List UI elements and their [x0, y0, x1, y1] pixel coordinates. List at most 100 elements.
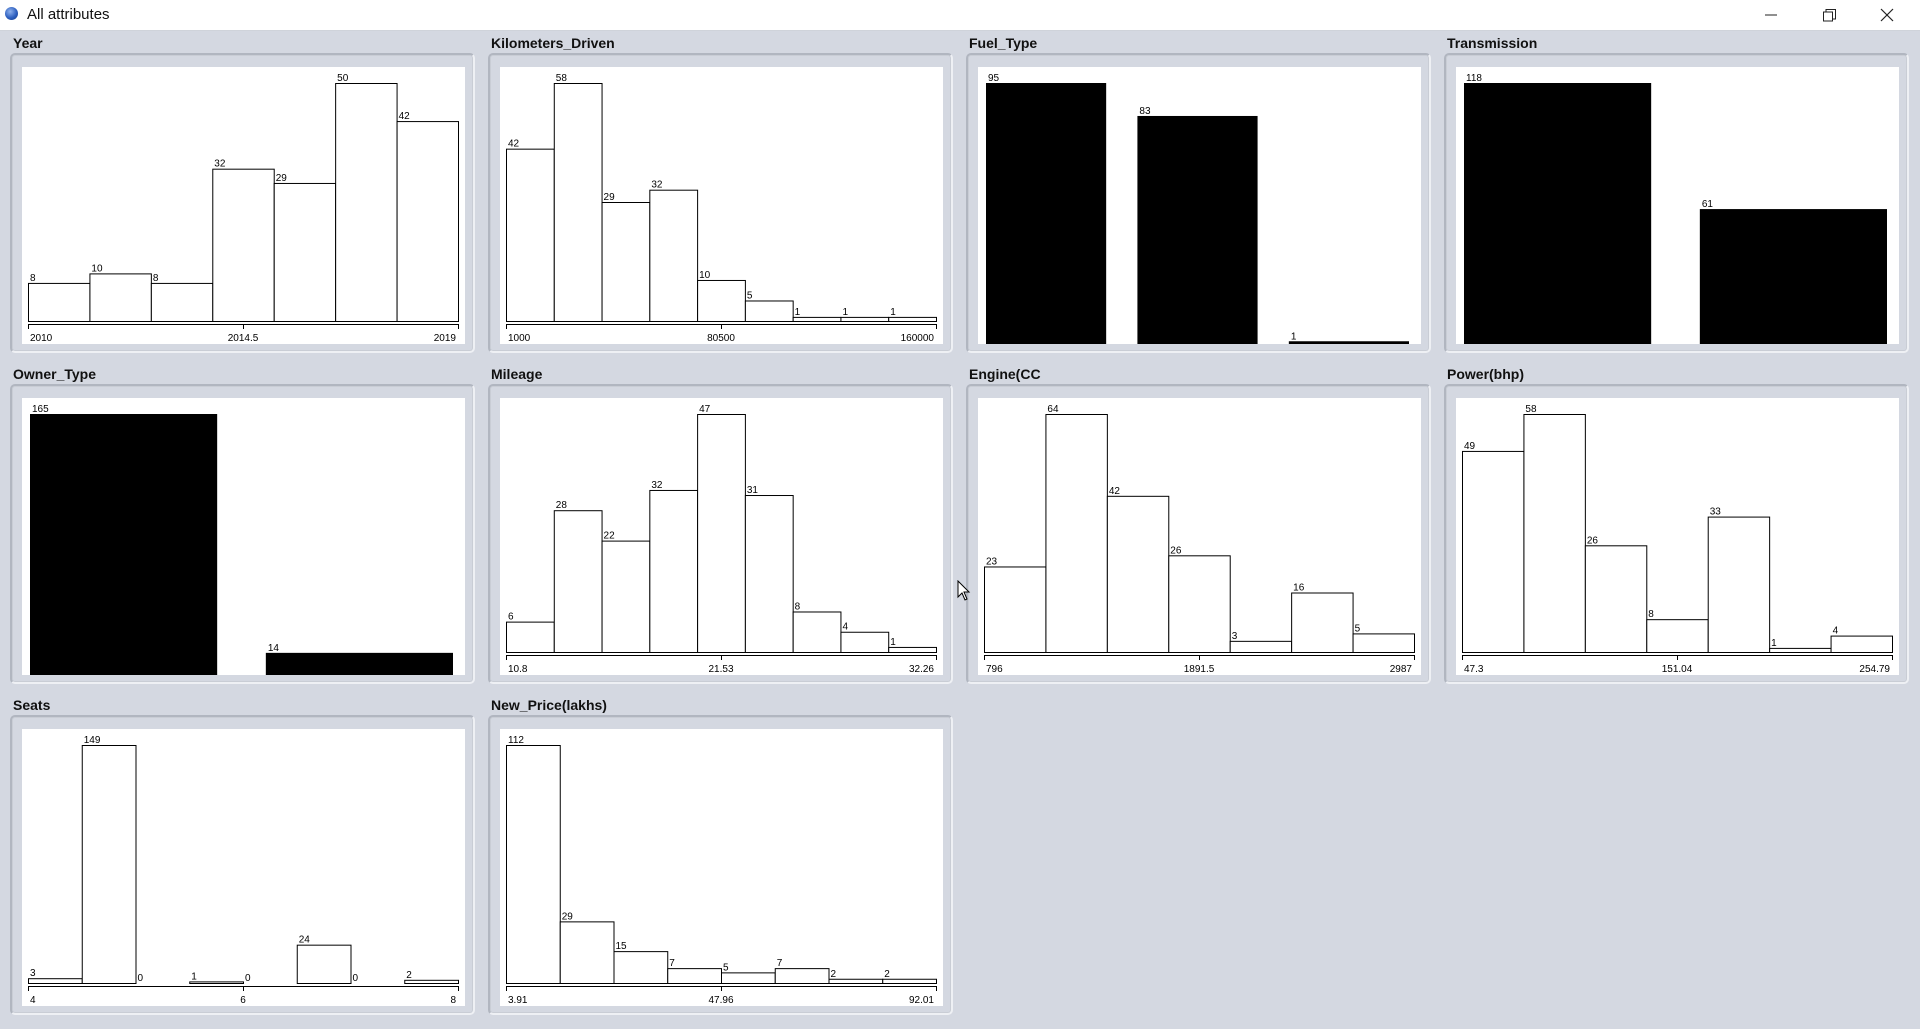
histogram-bar	[721, 972, 776, 984]
histogram-bar	[89, 273, 152, 322]
histogram-bar	[984, 566, 1047, 653]
panel-frame	[966, 384, 1431, 684]
chart-year: 8 10 8 32 29 50 42 2010 2014.5 2019	[22, 67, 465, 344]
histogram-bar	[744, 495, 794, 654]
bar-count-label: 1	[795, 307, 801, 318]
chart-owner-type: 165 14	[22, 398, 465, 675]
histogram-bar	[774, 968, 830, 984]
bar-count-label: 32	[651, 480, 663, 491]
histogram-bar	[1106, 495, 1170, 653]
chart-engine: 23 64 42 26 3 16 5 796 1891.5 2987	[978, 398, 1421, 675]
histogram-bar	[1830, 635, 1894, 654]
panel-frame	[488, 715, 953, 1015]
bar-count-label: 47	[699, 404, 711, 415]
bar-count-label: 10	[91, 263, 103, 274]
bar-count-label: 32	[651, 180, 663, 191]
histogram-bar	[273, 182, 337, 322]
histogram-bar	[888, 316, 938, 322]
histogram-bar	[404, 979, 459, 985]
bar-count-label: 1	[890, 637, 896, 648]
chart-svg: 165 14	[30, 404, 453, 675]
panel-title: Engine(CC	[969, 366, 1041, 382]
bar-count-label: 2	[884, 969, 890, 980]
histogram-bar	[559, 921, 615, 984]
panel-frame	[966, 53, 1431, 353]
x-tick-label: 2019	[434, 333, 457, 344]
bar-count-label: 1	[1771, 638, 1777, 649]
panel-transmission: Transmission 118 61	[1444, 33, 1909, 353]
x-tick-label: 80500	[707, 333, 735, 344]
x-tick-label: 1891.5	[1184, 664, 1215, 675]
x-tick-label: 47.96	[708, 995, 733, 1006]
bar-count-label: 1	[842, 307, 848, 318]
x-tick-label: 92.01	[909, 995, 934, 1006]
category-bar	[1699, 209, 1887, 344]
bar-count-label: 16	[1293, 583, 1305, 594]
bar-count-label: 0	[245, 973, 251, 984]
histogram-bar	[840, 631, 890, 653]
panel-frame	[1444, 384, 1909, 684]
histogram-bar	[697, 279, 746, 322]
chart-svg: 49 58 26 8 33 1 4 47.3 151.04 254.79	[1462, 404, 1894, 675]
histogram-bar	[506, 148, 555, 323]
histogram-bar	[1229, 640, 1293, 653]
panel-kilometers-driven: Kilometers_Driven 42 58 29 32 10 5 1 1 1 1000 8050…	[488, 33, 953, 353]
x-tick-label: 151.04	[1662, 664, 1693, 675]
bar-count-label: 50	[337, 73, 349, 84]
histogram-bar	[840, 316, 890, 322]
chart-fuel-type: 95 83 1	[978, 67, 1421, 344]
category-bar	[30, 414, 218, 675]
bar-count-label: 28	[556, 500, 568, 511]
panel-title: New_Price(lakhs)	[491, 697, 607, 713]
bar-count-label: 0	[353, 973, 359, 984]
category-bar	[1464, 83, 1652, 344]
bar-count-label: 2	[406, 970, 412, 981]
x-tick-label: 6	[240, 995, 246, 1006]
histogram-bar	[828, 978, 884, 984]
histogram-bar	[212, 168, 275, 323]
histogram-bar	[1769, 647, 1832, 653]
panel-title: Fuel_Type	[969, 35, 1038, 51]
bar-count-label: 2	[831, 969, 837, 980]
histogram-bar	[1352, 633, 1416, 653]
bar-count-label: 32	[214, 159, 226, 170]
chart-new-price: 112 29 15 7 5 7 2 2 3.91 47.96 92.01	[500, 729, 943, 1006]
minimize-button[interactable]	[1742, 0, 1800, 30]
category-bar	[1137, 115, 1258, 344]
bar-count-label: 1	[890, 307, 896, 318]
restore-button[interactable]	[1800, 0, 1858, 30]
histogram-bar	[1462, 450, 1525, 654]
close-button[interactable]	[1858, 0, 1916, 30]
bar-count-label: 26	[1170, 545, 1182, 556]
bar-count-label: 49	[1464, 441, 1476, 452]
panel-owner-type: Owner_Type 165 14	[10, 364, 475, 684]
restore-icon	[1822, 8, 1836, 21]
x-tick-label: 2987	[1390, 664, 1413, 675]
chart-mileage: 6 28 22 32 47 31 8 4 1 10.8 21.53 32.26	[500, 398, 943, 675]
bar-count-label: 15	[616, 941, 628, 952]
x-tick-label: 4	[30, 995, 36, 1006]
bar-count-label: 4	[842, 622, 848, 633]
panel-frame	[10, 384, 475, 684]
bar-count-label: 29	[562, 911, 574, 922]
bar-count-label: 8	[153, 273, 159, 284]
bar-count-label: 22	[604, 531, 616, 542]
histogram-bar	[888, 646, 938, 654]
bar-count-label: 31	[747, 485, 759, 496]
panel-title: Mileage	[491, 366, 543, 382]
panel-frame	[1444, 53, 1909, 353]
x-tick-label: 32.26	[909, 664, 934, 675]
x-tick-label: 160000	[901, 333, 935, 344]
histogram-bar	[649, 189, 699, 322]
bar-count-label: 14	[268, 643, 280, 654]
chart-power: 49 58 26 8 33 1 4 47.3 151.04 254.79	[1456, 398, 1899, 675]
histogram-bar	[1045, 414, 1108, 653]
panel-frame	[10, 53, 475, 353]
category-bar	[986, 83, 1107, 344]
histogram-bar	[396, 121, 460, 322]
panel-title: Year	[13, 35, 43, 51]
histogram-bar	[1707, 516, 1771, 653]
bar-count-label: 61	[1702, 199, 1714, 210]
histogram-bar	[506, 621, 555, 653]
